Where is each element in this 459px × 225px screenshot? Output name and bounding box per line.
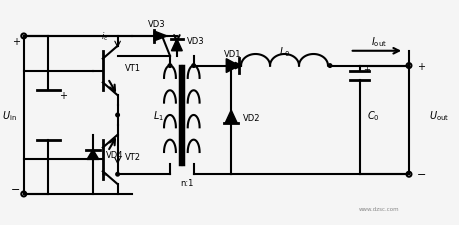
- Text: VD2: VD2: [242, 114, 260, 123]
- Text: VD3: VD3: [186, 37, 204, 46]
- Text: $i_{\rm c}$: $i_{\rm c}$: [101, 165, 108, 178]
- Text: $L_0$: $L_0$: [278, 45, 290, 59]
- Circle shape: [116, 173, 119, 176]
- Text: $L_1$: $L_1$: [152, 109, 163, 122]
- Text: $I_{\rm out}$: $I_{\rm out}$: [370, 35, 386, 49]
- Text: −: −: [416, 169, 425, 179]
- Polygon shape: [87, 150, 99, 160]
- Text: www.dzsc.com: www.dzsc.com: [358, 206, 399, 211]
- Text: $U_{\rm in}$: $U_{\rm in}$: [1, 109, 17, 122]
- Circle shape: [327, 65, 331, 68]
- Text: VT2: VT2: [124, 152, 140, 161]
- Text: +: +: [363, 64, 369, 73]
- Polygon shape: [154, 32, 167, 42]
- Text: VD1: VD1: [224, 50, 241, 59]
- Circle shape: [168, 65, 171, 68]
- Text: −: −: [11, 184, 21, 194]
- Text: $i_{\rm c}$: $i_{\rm c}$: [101, 31, 108, 43]
- Text: VT1: VT1: [124, 64, 140, 73]
- Text: +: +: [416, 61, 424, 71]
- Circle shape: [229, 65, 232, 68]
- Polygon shape: [171, 40, 182, 52]
- Circle shape: [116, 114, 119, 117]
- Text: $C_0$: $C_0$: [367, 109, 380, 122]
- Text: VD3: VD3: [148, 20, 166, 29]
- Text: +: +: [12, 37, 20, 47]
- Text: n:1: n:1: [179, 178, 193, 187]
- Polygon shape: [226, 59, 239, 73]
- Text: $U_{\rm out}$: $U_{\rm out}$: [428, 109, 448, 122]
- Circle shape: [191, 65, 195, 68]
- Text: +: +: [59, 91, 67, 101]
- Polygon shape: [225, 110, 236, 123]
- Text: VD4: VD4: [106, 150, 123, 159]
